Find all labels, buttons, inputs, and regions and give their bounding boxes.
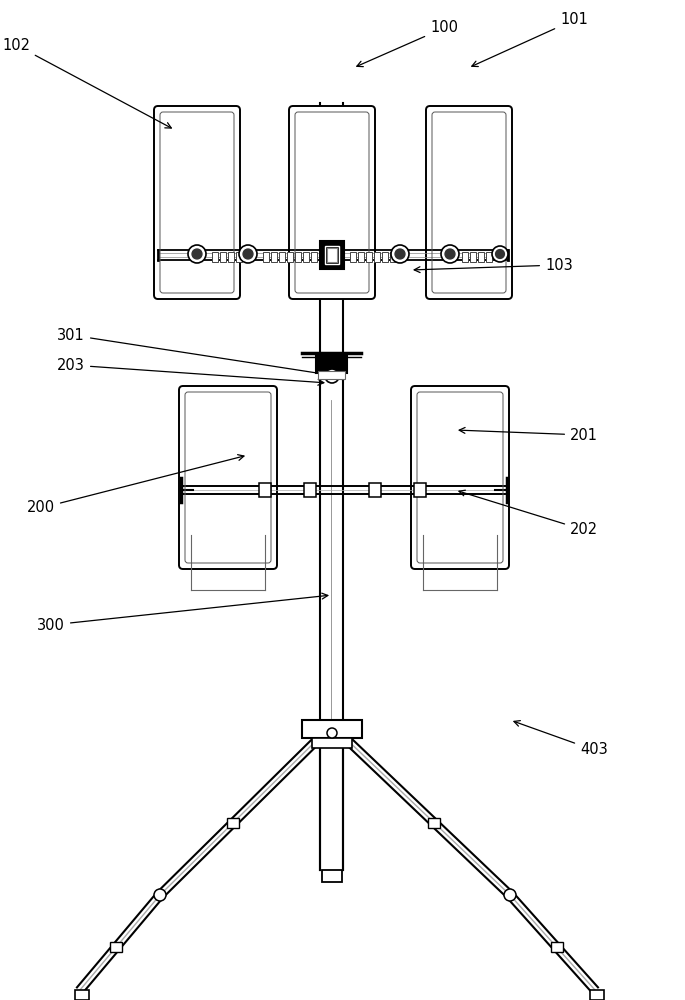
Circle shape	[496, 250, 504, 258]
FancyBboxPatch shape	[154, 106, 240, 299]
Circle shape	[192, 249, 202, 259]
Text: 202: 202	[459, 490, 598, 538]
Bar	[320, 241, 344, 269]
Bar	[75, 990, 89, 1000]
Bar	[271, 252, 277, 262]
FancyBboxPatch shape	[411, 386, 509, 569]
Bar	[382, 252, 388, 262]
Bar	[358, 252, 364, 262]
Bar	[478, 252, 484, 262]
Bar	[318, 371, 345, 379]
Circle shape	[441, 245, 459, 263]
Text: 101: 101	[472, 12, 588, 67]
Bar	[322, 870, 342, 882]
Bar	[374, 252, 380, 262]
Text: 201: 201	[459, 427, 598, 442]
FancyBboxPatch shape	[179, 386, 277, 569]
Bar	[303, 252, 309, 262]
Circle shape	[504, 889, 516, 901]
Bar	[327, 248, 337, 262]
Text: 200: 200	[27, 455, 244, 516]
Bar	[551, 942, 563, 952]
Bar	[295, 252, 301, 262]
Circle shape	[188, 245, 206, 263]
Bar	[302, 720, 362, 738]
FancyBboxPatch shape	[426, 106, 512, 299]
FancyBboxPatch shape	[289, 106, 375, 299]
Circle shape	[154, 889, 166, 901]
Circle shape	[243, 249, 253, 259]
Bar	[312, 738, 352, 748]
Circle shape	[395, 249, 405, 259]
Bar	[287, 252, 293, 262]
Bar	[350, 252, 356, 262]
Bar	[228, 252, 234, 262]
Bar	[304, 483, 316, 497]
Bar	[390, 252, 396, 262]
Bar	[263, 252, 269, 262]
Circle shape	[327, 728, 337, 738]
Bar	[428, 818, 440, 828]
Text: 203: 203	[57, 358, 324, 385]
Circle shape	[239, 245, 257, 263]
Bar	[590, 990, 604, 1000]
Bar	[311, 252, 317, 262]
Circle shape	[445, 249, 455, 259]
Text: 103: 103	[414, 257, 573, 273]
Bar	[470, 252, 476, 262]
Bar	[259, 483, 271, 497]
Text: 301: 301	[58, 328, 326, 376]
Text: 100: 100	[357, 20, 458, 67]
Bar	[212, 252, 218, 262]
Circle shape	[391, 245, 409, 263]
Circle shape	[492, 246, 508, 262]
Bar	[366, 252, 372, 262]
Bar	[486, 252, 492, 262]
Bar	[220, 252, 226, 262]
Text: 102: 102	[2, 37, 171, 128]
Circle shape	[325, 369, 339, 383]
Text: 300: 300	[37, 593, 328, 633]
Bar	[369, 483, 381, 497]
Bar	[236, 252, 242, 262]
Text: 403: 403	[514, 721, 608, 758]
Bar	[325, 246, 339, 264]
Bar	[316, 355, 347, 373]
Bar	[462, 252, 468, 262]
Bar	[110, 942, 122, 952]
Bar	[279, 252, 285, 262]
Bar	[227, 818, 239, 828]
Bar	[414, 483, 426, 497]
